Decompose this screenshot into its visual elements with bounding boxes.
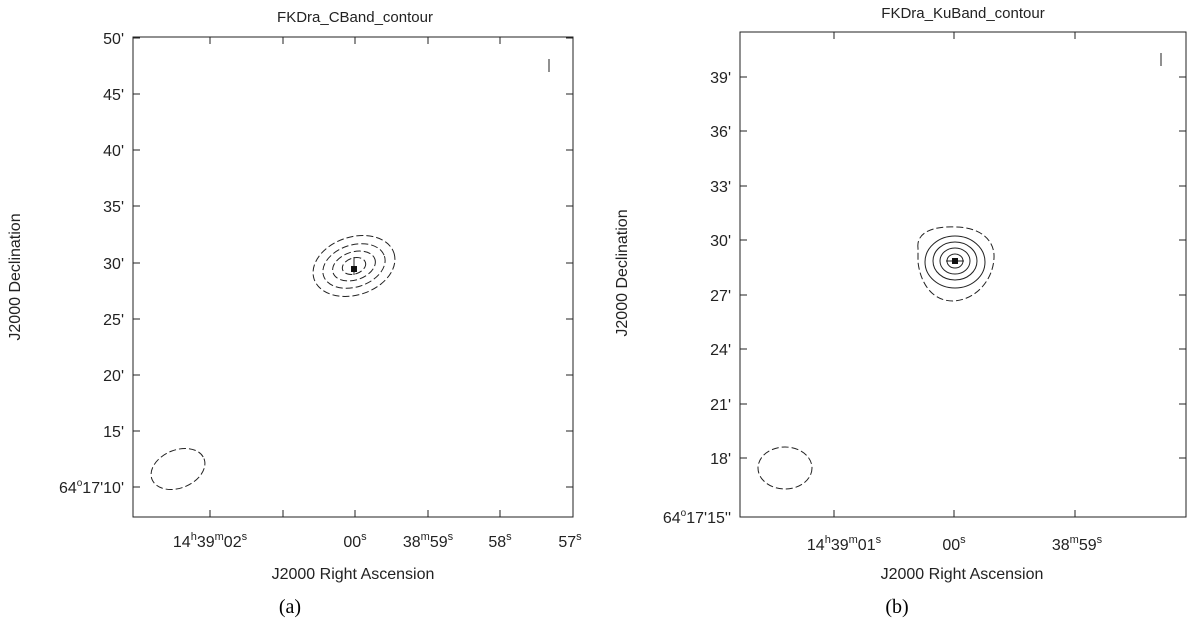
panel-b-y-tick-label: 30' (710, 233, 731, 250)
panel-a-y-tick-label: 30' (103, 256, 124, 273)
panel-b-y-tick-label: 18' (710, 451, 731, 468)
panel-a-y-tick-label: 35' (103, 199, 124, 216)
panel-a-x-label: J2000 Right Ascension (272, 566, 435, 583)
panel-a-contours (312, 235, 396, 297)
panel-b-title: FKDra_KuBand_contour (881, 5, 1044, 22)
panel-b-x-label: J2000 Right Ascension (881, 566, 1044, 583)
contour-level-4 (939, 247, 971, 275)
panel-a: FKDra_CBand_contour 50' 45' 40' 35' 30' … (7, 9, 582, 583)
panel-a-y-tick-label: 20' (103, 368, 124, 385)
panel-a-y-tick-label: 25' (103, 312, 124, 329)
panel-b-y-tick-label: 27' (710, 288, 731, 305)
panel-b-y-ticks (740, 76, 1186, 459)
panel-a-x-tick-label: 58s (488, 531, 512, 551)
panel-b-y-origin-label: 64o17'15'' (663, 508, 731, 527)
contour-level-1 (312, 235, 396, 297)
panel-a-y-ticks (133, 37, 573, 488)
panel-a-peak-marker-square (351, 266, 357, 272)
panel-a-y-origin-label: 64o17'10' (59, 478, 124, 497)
contour-level-4 (341, 257, 367, 275)
panel-b-x-tick-label: 38m59s (1052, 534, 1103, 554)
panel-a-x-tick-label: 00s (343, 531, 367, 551)
panel-b: FKDra_KuBand_contour 39' 36' 33' 30' 27'… (614, 5, 1187, 583)
panel-a-y-tick-label: 50' (103, 31, 124, 48)
panel-b-peak-marker-square (952, 258, 958, 264)
panel-b-x-tick-label: 14h39m01s (807, 534, 882, 554)
panel-a-beam-ellipse (150, 447, 206, 491)
panel-a-x-tick-label: 14h39m02s (173, 531, 248, 551)
panel-a-y-tick-label: 40' (103, 143, 124, 160)
panel-b-y-tick-label: 21' (710, 397, 731, 414)
panel-b-x-ticks (833, 32, 1076, 517)
panel-a-y-label: J2000 Declination (7, 213, 24, 340)
panel-b-caption: (b) (885, 596, 908, 618)
contour-level-2 (924, 235, 986, 289)
panel-a-x-ticks (209, 37, 574, 517)
panel-a-x-tick-label: 57s (558, 531, 582, 551)
panel-b-x-tick-label: 00s (942, 534, 966, 554)
panel-a-y-tick-label: 45' (103, 87, 124, 104)
panel-a-title: FKDra_CBand_contour (277, 9, 433, 26)
panel-a-caption: (a) (279, 596, 301, 618)
panel-a-y-tick-label: 15' (103, 424, 124, 441)
panel-a-frame (132, 36, 574, 518)
panel-b-y-tick-label: 33' (710, 179, 731, 196)
panel-b-y-label: J2000 Declination (614, 209, 631, 336)
contour-level-3 (332, 250, 376, 282)
contour-level-1 (917, 226, 995, 302)
panel-a-x-tick-label: 38m59s (403, 531, 454, 551)
panel-b-contours (917, 226, 995, 302)
contour-level-3 (932, 241, 978, 281)
panel-b-frame (739, 31, 1187, 518)
panel-b-beam-ellipse (757, 446, 813, 490)
panel-b-y-tick-label: 39' (710, 70, 731, 87)
panel-b-y-tick-label: 24' (710, 342, 731, 359)
panel-b-y-tick-label: 36' (710, 124, 731, 141)
